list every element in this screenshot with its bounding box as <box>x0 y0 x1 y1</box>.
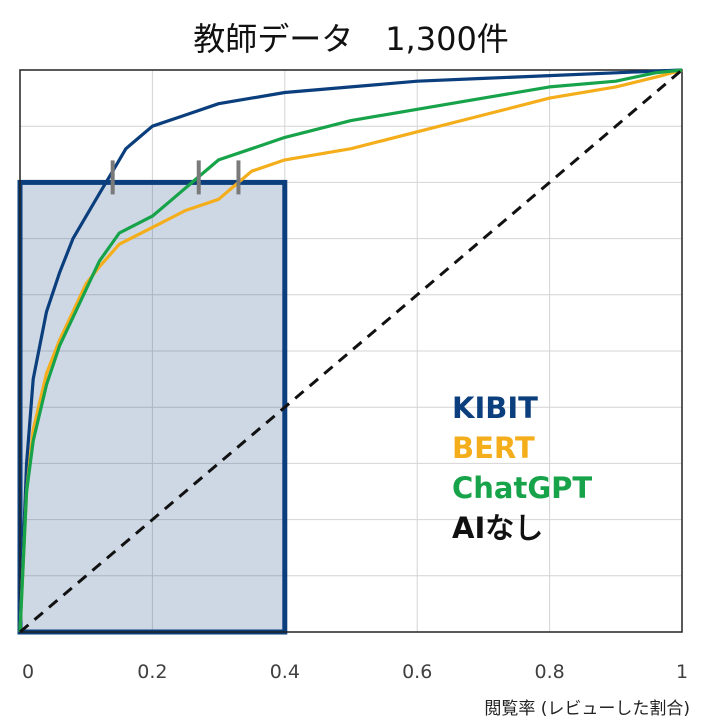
legend-kibit: KIBIT <box>452 391 538 425</box>
x-tick-label: 0.4 <box>270 661 300 683</box>
x-tick-label: 0 <box>22 661 34 683</box>
x-tick-label: 0.8 <box>534 661 564 683</box>
plot-frame <box>19 69 683 633</box>
x-tick-label: 0.2 <box>137 661 167 683</box>
series-line-BERT <box>18 68 683 633</box>
threshold-markers <box>110 160 241 195</box>
series-line-KIBIT <box>18 68 683 633</box>
x-axis-label: 閲覧率 (レビューした割合) <box>484 699 690 719</box>
chart-title: 教師データ 1,300件 <box>193 20 509 58</box>
highlight-box <box>17 179 288 635</box>
legend-no-ai: AIなし <box>452 511 544 545</box>
x-tick-label: 0.6 <box>402 661 432 683</box>
legend: KIBIT BERT ChatGPT AIなし <box>452 388 592 548</box>
series-line-AIなし <box>19 68 683 634</box>
legend-chatgpt: ChatGPT <box>452 471 593 505</box>
x-tick-labels: 0 0.2 0.4 0.6 0.8 1 <box>22 661 688 683</box>
x-tick-label: 1 <box>676 661 688 683</box>
series-lines <box>18 68 683 634</box>
legend-bert: BERT <box>452 431 535 465</box>
series-line-ChatGPT <box>18 68 683 633</box>
